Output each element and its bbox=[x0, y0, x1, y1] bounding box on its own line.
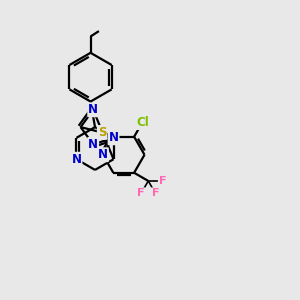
Text: N: N bbox=[71, 153, 82, 166]
Text: F: F bbox=[137, 188, 145, 198]
Text: Cl: Cl bbox=[136, 116, 149, 129]
Text: N: N bbox=[109, 131, 118, 144]
Text: F: F bbox=[159, 176, 166, 186]
Text: N: N bbox=[88, 138, 98, 151]
Text: N: N bbox=[88, 103, 98, 116]
Text: N: N bbox=[98, 148, 108, 161]
Text: S: S bbox=[98, 126, 106, 139]
Text: F: F bbox=[152, 188, 159, 198]
